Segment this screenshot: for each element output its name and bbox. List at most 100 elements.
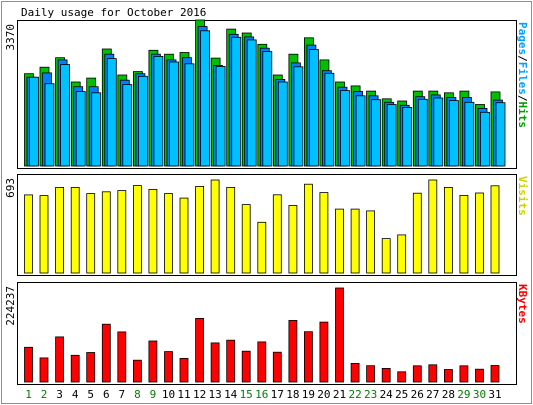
bar-visits-day-28: [443, 186, 453, 274]
bar-pages-day-29: [464, 101, 475, 167]
hits-files-pages-max-label: 3370: [4, 24, 17, 51]
bar-visits-day-25: [397, 234, 407, 274]
chart-title: Daily usage for October 2016: [21, 6, 206, 19]
bar-visits-day-22: [350, 208, 360, 274]
bar-visits-day-2: [39, 195, 49, 274]
bar-visits-day-30: [475, 192, 484, 274]
bar-kbytes-day-1: [24, 346, 33, 383]
bar-kbytes-day-21: [335, 287, 344, 383]
x-label-day-14: 14: [224, 388, 238, 401]
bar-kbytes-day-25: [397, 371, 407, 383]
side-label-part-0: KBytes: [516, 284, 529, 324]
bar-visits-day-14: [226, 186, 236, 274]
x-label-day-12: 12: [193, 388, 206, 401]
x-label-day-10: 10: [162, 388, 175, 401]
bar-visits-day-18: [288, 205, 298, 274]
x-label-day-30: 30: [473, 388, 486, 401]
bar-kbytes-day-4: [70, 354, 80, 383]
bar-pages-day-10: [169, 61, 179, 167]
bar-pages-day-15: [246, 39, 257, 167]
bar-kbytes-day-18: [288, 319, 298, 383]
bar-kbytes-day-16: [257, 341, 267, 383]
bar-kbytes-day-20: [319, 321, 329, 383]
x-label-day-26: 26: [411, 388, 424, 401]
bar-kbytes-day-12: [195, 317, 205, 383]
bar-visits-day-21: [335, 208, 344, 274]
bar-visits-day-6: [101, 191, 111, 274]
bar-visits-day-11: [179, 197, 189, 274]
bar-visits-day-3: [55, 186, 64, 274]
bar-pages-day-1: [29, 76, 39, 167]
bar-kbytes-day-22: [350, 362, 360, 383]
bar-pages-day-4: [75, 91, 86, 167]
bar-pages-day-17: [277, 81, 288, 167]
bar-kbytes-day-27: [428, 364, 438, 383]
bar-kbytes-day-14: [226, 339, 236, 383]
side-label-part-0: Pages: [516, 22, 529, 55]
bar-kbytes-day-9: [148, 340, 158, 383]
bar-kbytes-day-19: [303, 331, 313, 383]
x-label-day-29: 29: [457, 388, 470, 401]
side-label-part-4: Hits: [516, 102, 529, 129]
bar-pages-day-24: [386, 104, 397, 167]
x-label-day-20: 20: [317, 388, 330, 401]
bar-pages-day-25: [402, 107, 413, 167]
bar-visits-day-17: [272, 194, 282, 274]
bar-kbytes-day-5: [86, 352, 96, 383]
bar-visits-day-23: [366, 210, 376, 274]
bar-pages-day-31: [495, 102, 506, 167]
bar-kbytes-day-23: [366, 365, 376, 383]
bar-visits-day-15: [241, 204, 251, 274]
x-label-day-27: 27: [426, 388, 439, 401]
bar-visits-day-8: [132, 185, 142, 274]
bar-kbytes-day-17: [272, 351, 282, 383]
x-label-day-31: 31: [488, 388, 501, 401]
bar-visits-day-31: [490, 185, 500, 274]
bar-pages-day-9: [153, 56, 164, 167]
bar-pages-day-2: [44, 83, 55, 167]
x-axis-labels: 1 2 3 4 5 6 7 8 9 10 11 12 13 14 15 16 17 18 19 20 21 22 23 24 2…: [25, 388, 501, 401]
x-label-day-7: 7: [118, 388, 125, 401]
x-label-day-11: 11: [177, 388, 190, 401]
bar-pages-day-7: [122, 84, 133, 167]
bar-pages-day-22: [355, 95, 366, 167]
x-label-day-24: 24: [380, 388, 394, 401]
x-label-day-9: 9: [150, 388, 157, 401]
bar-pages-day-18: [293, 66, 304, 167]
visits-panel: 693 Visits: [4, 174, 529, 276]
kbytes-max-label: 224237: [4, 286, 17, 326]
bar-pages-day-14: [231, 36, 242, 167]
bar-kbytes-day-15: [241, 350, 251, 383]
bar-visits-day-5: [86, 193, 96, 274]
bar-visits-day-20: [319, 192, 329, 274]
x-label-day-18: 18: [286, 388, 299, 401]
x-label-day-17: 17: [271, 388, 284, 401]
bar-visits-day-13: [210, 179, 220, 274]
visits-max-label: 693: [4, 178, 17, 198]
bar-pages-day-19: [308, 49, 319, 167]
bar-pages-day-11: [184, 63, 195, 167]
bar-kbytes-day-24: [381, 367, 391, 383]
bar-visits-day-7: [117, 190, 127, 274]
bar-visits-day-29: [459, 194, 469, 274]
x-label-day-5: 5: [87, 388, 94, 401]
visits-side-label: Visits: [516, 176, 529, 216]
bar-kbytes-day-8: [132, 359, 142, 383]
bar-pages-day-5: [91, 92, 102, 167]
bar-visits-day-26: [412, 192, 422, 274]
bar-visits-day-4: [70, 186, 80, 274]
bar-visits-day-10: [164, 193, 173, 274]
x-label-day-22: 22: [348, 388, 361, 401]
x-label-day-19: 19: [302, 388, 315, 401]
kbytes-panel: 224237 KBytes: [4, 282, 529, 385]
bar-pages-day-16: [262, 51, 273, 167]
side-label-part-1: /: [516, 55, 529, 62]
bar-kbytes-day-28: [443, 369, 453, 383]
bar-visits-day-16: [257, 221, 267, 274]
x-label-day-2: 2: [41, 388, 48, 401]
bar-kbytes-day-7: [117, 331, 127, 383]
